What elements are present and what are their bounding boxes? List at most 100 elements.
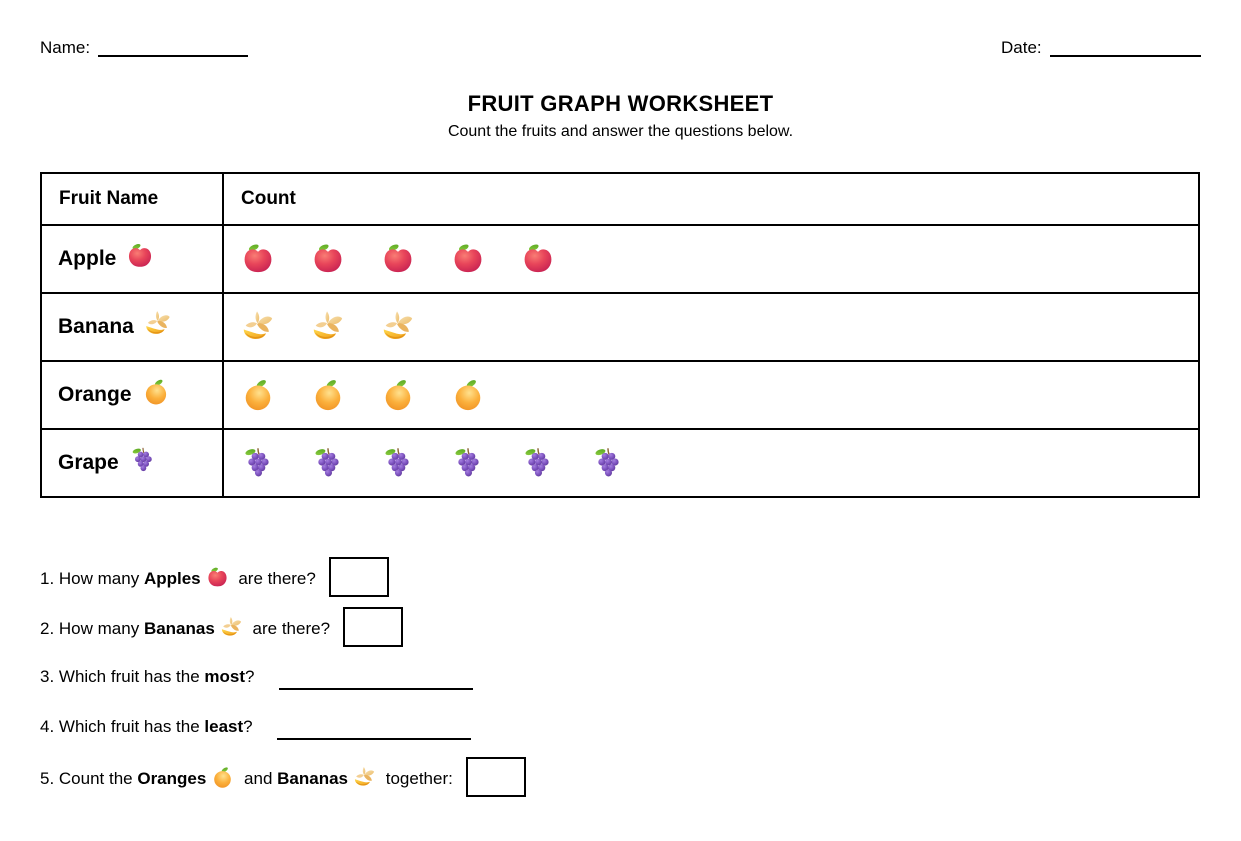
count-icon-strip [224, 310, 1198, 344]
count-icon-strip [224, 378, 1198, 412]
apple-icon [206, 566, 229, 589]
fruit-table-body: Apple Banana Orange [40, 224, 1200, 498]
grape-icon [311, 446, 345, 480]
question-text-segment: 4. Which fruit has the [40, 717, 205, 736]
fruit-table: Fruit Name Count Apple Banana [40, 172, 1200, 498]
question-text-segment: together: [381, 768, 453, 788]
grape-icon [521, 446, 555, 480]
worksheet-subtitle: Count the fruits and answer the question… [447, 123, 794, 140]
question-text: 3. Which fruit has the most? [40, 667, 255, 687]
question-text-segment: 2. How many [40, 618, 144, 638]
table-row: Banana [40, 292, 1200, 362]
worksheet-title: FRUIT GRAPH WORKSHEET [467, 91, 774, 116]
question-text-segment: 5. Count the [40, 768, 138, 788]
fruit-label-icon-slot [142, 378, 170, 412]
question-row: 3. Which fruit has the most? [40, 652, 760, 702]
question-text-segment: ? [245, 667, 255, 686]
question-text-segment: least [204, 717, 244, 736]
question-row: 2. How many Bananas are there? [40, 602, 760, 652]
answer-box[interactable] [328, 557, 389, 597]
question-text: 2. How many Bananas are there? [40, 616, 330, 639]
question-text-segment: 1. How many [40, 568, 144, 588]
grape-icon [381, 446, 415, 480]
answer-box[interactable] [465, 757, 526, 797]
banana-icon [220, 616, 243, 639]
orange-icon [142, 378, 170, 406]
name-field: Name: [40, 38, 249, 57]
header-cell-count: Count [222, 172, 1200, 226]
answer-blank-line[interactable] [276, 714, 471, 740]
question-text-segment: Oranges [137, 768, 207, 788]
table-row: Grape [40, 428, 1200, 498]
name-label: Name: [40, 38, 91, 57]
count-cell [222, 360, 1200, 430]
grape-icon [591, 446, 625, 480]
question-text-segment: are there? [247, 618, 331, 638]
question-text-segment: are there? [233, 568, 316, 588]
fruit-label-icon-slot [144, 310, 172, 344]
banana-icon [353, 766, 376, 789]
apple-icon [311, 242, 345, 276]
fruit-name-label: Orange [58, 383, 132, 406]
orange-icon [241, 378, 275, 412]
banana-icon [311, 310, 345, 344]
fruit-name-cell: Banana [40, 292, 224, 362]
fruit-label: Orange [42, 378, 222, 412]
table-row: Apple [40, 224, 1200, 294]
question-text-segment: ? [243, 717, 253, 736]
question-text: 4. Which fruit has the least? [40, 717, 253, 737]
fruit-label: Banana [42, 310, 222, 344]
name-blank-line[interactable] [98, 38, 249, 57]
orange-icon [451, 378, 485, 412]
question-text-segment: Bananas [143, 618, 215, 638]
question-text: 5. Count the Oranges and Bananas togethe… [40, 766, 453, 789]
question-row: 5. Count the Oranges and Bananas togethe… [40, 752, 760, 802]
date-blank-line[interactable] [1049, 38, 1201, 57]
table-header-row: Fruit Name Count [40, 172, 1200, 226]
apple-icon [521, 242, 555, 276]
fruit-name-cell: Apple [40, 224, 224, 294]
question-row: 4. Which fruit has the least? [40, 702, 760, 752]
question-text-segment: Apples [143, 568, 201, 588]
fruit-name-label: Apple [58, 247, 117, 270]
date-field: Date: [1001, 38, 1201, 57]
count-icon-strip [224, 446, 1198, 480]
header-cell-fruit-name: Fruit Name [40, 172, 224, 226]
question-text-segment: Bananas [277, 768, 349, 788]
questions-list: 1. How many Apples are there? 2. How man… [40, 552, 760, 802]
question-text: 1. How many Apples are there? [40, 566, 316, 589]
answer-box[interactable] [343, 607, 404, 647]
orange-icon [211, 766, 234, 789]
fruit-name-cell: Grape [40, 428, 224, 498]
fruit-label: Apple [42, 242, 222, 276]
fruit-name-label: Banana [58, 315, 134, 338]
grape-icon [129, 446, 157, 474]
apple-icon [451, 242, 485, 276]
apple-icon [381, 242, 415, 276]
fruit-label: Grape [42, 446, 222, 480]
question-text-segment: 3. Which fruit has the [40, 667, 205, 686]
date-label: Date: [1001, 38, 1042, 57]
table-row: Orange [40, 360, 1200, 430]
answer-blank-line[interactable] [278, 664, 473, 690]
apple-icon [241, 242, 275, 276]
fruit-name-label: Grape [58, 451, 119, 474]
orange-icon [311, 378, 345, 412]
banana-icon [144, 310, 172, 338]
count-cell [222, 428, 1200, 498]
banana-icon [381, 310, 415, 344]
fruit-label-icon-slot [129, 446, 157, 480]
count-cell [222, 292, 1200, 362]
question-text-segment: and [239, 768, 278, 788]
fruit-name-cell: Orange [40, 360, 224, 430]
grape-icon [451, 446, 485, 480]
banana-icon [241, 310, 275, 344]
apple-icon [126, 242, 154, 270]
fruit-label-icon-slot [126, 242, 154, 276]
question-text-segment: most [204, 667, 246, 686]
grape-icon [241, 446, 275, 480]
count-icon-strip [224, 242, 1198, 276]
orange-icon [381, 378, 415, 412]
count-cell [222, 224, 1200, 294]
